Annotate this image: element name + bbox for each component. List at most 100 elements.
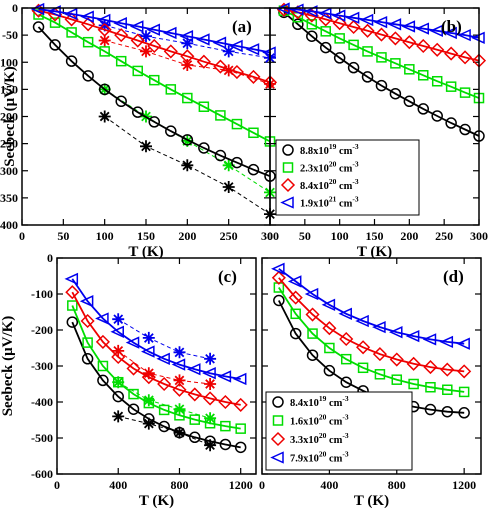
y-tick-label: 0	[47, 251, 53, 265]
data-point	[445, 117, 457, 129]
experimental-point	[173, 403, 186, 416]
panel-label: (a)	[232, 17, 252, 36]
data-point	[65, 285, 80, 300]
x-tick-label: 400	[109, 478, 127, 492]
data-point	[234, 441, 247, 454]
panel-label: (b)	[441, 17, 462, 36]
legend-marker	[282, 162, 294, 173]
data-point	[67, 300, 78, 311]
data-point	[271, 270, 286, 285]
data-point	[157, 376, 172, 392]
legend-entry: 8.8x1019 cm-3	[300, 142, 359, 157]
data-point	[219, 438, 232, 451]
data-point	[99, 46, 110, 57]
data-point	[80, 313, 95, 329]
data-point	[81, 353, 94, 365]
data-point	[458, 50, 473, 65]
experimental-point	[98, 34, 111, 47]
x-tick-label: 250	[220, 229, 238, 243]
plot-frame	[56, 257, 257, 475]
data-point	[331, 9, 346, 22]
y-tick-label: -350	[0, 191, 18, 205]
data-point	[355, 314, 369, 328]
experimental-point	[98, 110, 111, 123]
data-point	[114, 28, 129, 43]
x-tick-label: 50	[57, 229, 69, 243]
data-point	[146, 23, 161, 36]
data-point	[163, 44, 178, 59]
experimental-point	[142, 394, 155, 407]
experimental-point	[112, 410, 125, 423]
data-point	[375, 79, 388, 92]
data-point	[303, 5, 318, 18]
legend-marker	[280, 196, 294, 209]
data-point	[97, 374, 109, 387]
legend-entry-unit: cm	[336, 199, 352, 210]
data-point	[214, 149, 227, 162]
legend-marker	[280, 177, 296, 193]
data-point	[180, 49, 195, 64]
data-point	[162, 26, 177, 40]
data-point	[80, 10, 94, 23]
data-point	[66, 27, 77, 38]
experimental-point	[222, 45, 235, 58]
data-point	[457, 28, 471, 42]
data-point	[125, 336, 140, 349]
x-axis-label: T (K)	[354, 493, 389, 509]
data-point	[212, 36, 227, 49]
data-point	[415, 22, 430, 35]
data-point	[156, 352, 170, 365]
experimental-line	[117, 381, 211, 419]
data-point	[306, 30, 318, 42]
data-point	[128, 388, 139, 400]
experimental-line	[104, 88, 271, 193]
data-point	[439, 335, 454, 349]
experimental-line	[117, 318, 211, 360]
legend-entry-exponent: 20	[319, 450, 327, 459]
data-point	[390, 58, 401, 69]
data-point	[198, 101, 210, 112]
data-point	[131, 106, 144, 118]
data-point	[220, 420, 231, 432]
x-tick-label: 100	[331, 229, 349, 243]
legend-entry-unit-exponent: -3	[352, 160, 358, 169]
legend-entry: 1.6x1020 cm-3	[290, 413, 349, 428]
data-point	[287, 275, 302, 288]
data-point	[441, 405, 454, 418]
x-tick-label: 150	[137, 229, 155, 243]
data-point	[357, 362, 369, 374]
data-point	[82, 36, 94, 48]
data-point	[445, 81, 457, 92]
data-point	[340, 353, 352, 365]
data-point	[64, 272, 79, 286]
y-tick-label: -400	[31, 395, 53, 409]
data-point	[186, 363, 201, 376]
panel-b: 0 50 100 150 200 250 300 T (K) (b)	[267, 2, 488, 260]
legend-entry-base: 8.4x10	[300, 181, 329, 192]
y-tick-label: -600	[31, 467, 53, 481]
x-tick-label: 50	[299, 229, 311, 243]
data-point	[65, 55, 78, 67]
data-point	[458, 407, 470, 419]
data-point	[196, 54, 211, 69]
data-point	[345, 11, 360, 24]
legend-entry-exponent: 19	[329, 142, 337, 151]
data-point	[113, 17, 127, 30]
data-point	[231, 118, 243, 130]
experimental-point	[142, 367, 155, 380]
data-point	[389, 87, 402, 100]
series-line	[278, 268, 465, 345]
legend-entry-unit-exponent: -3	[342, 394, 348, 403]
data-point	[130, 33, 145, 48]
legend-entry-unit: cm	[326, 398, 342, 409]
data-point	[203, 391, 218, 406]
data-point	[425, 381, 436, 393]
data-point	[362, 46, 373, 57]
data-point	[458, 386, 470, 398]
data-point	[429, 24, 443, 37]
data-point	[229, 64, 244, 80]
data-point	[457, 364, 472, 379]
data-point	[187, 387, 202, 402]
data-point	[442, 384, 453, 396]
x-tick-label: 300	[261, 229, 279, 243]
